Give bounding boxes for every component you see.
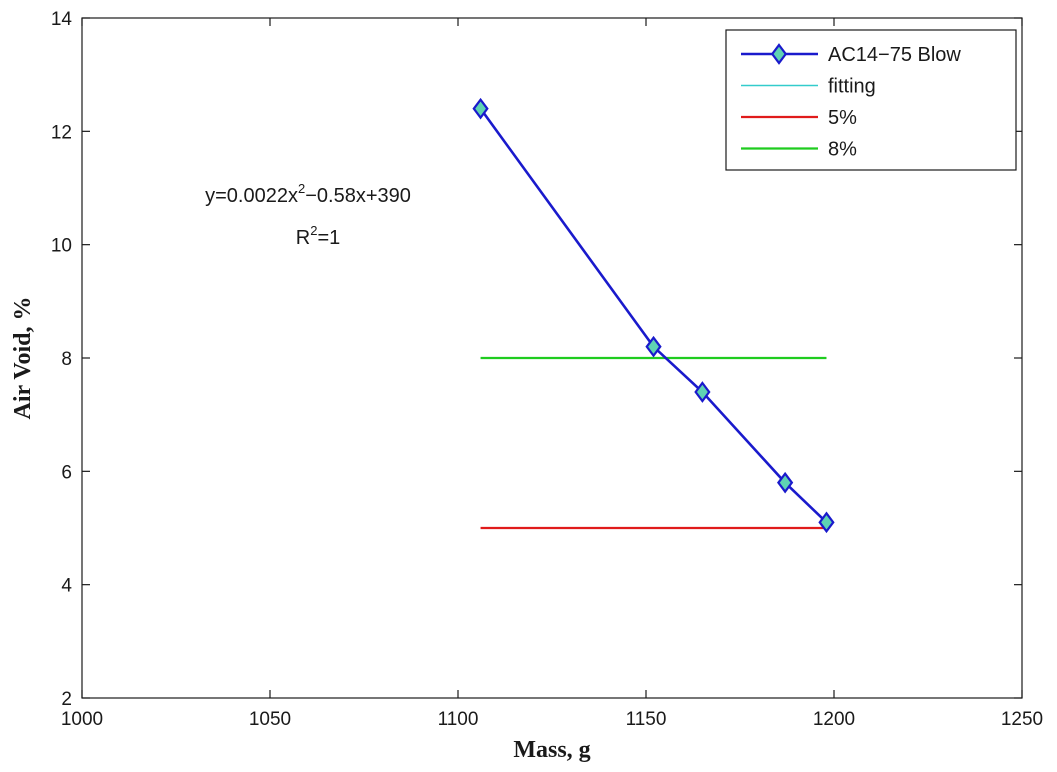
y-tick-label: 6 bbox=[61, 462, 72, 483]
series-ac14-75-blow bbox=[472, 97, 835, 534]
legend-entries: AC14−75 Blow fitting 5% 8% bbox=[741, 43, 961, 161]
data-point bbox=[776, 471, 794, 494]
legend-entry-fitting: fitting bbox=[741, 76, 876, 98]
series-layer bbox=[472, 97, 835, 534]
data-point bbox=[472, 97, 489, 120]
x-tick-label: 1250 bbox=[1001, 709, 1043, 730]
legend-label: fitting bbox=[828, 76, 876, 98]
y-tick-label: 4 bbox=[61, 576, 72, 597]
y-tick-label: 2 bbox=[61, 689, 72, 710]
x-tick-label: 1200 bbox=[813, 709, 855, 730]
x-tick-label: 1150 bbox=[626, 709, 667, 730]
legend-label: 8% bbox=[828, 139, 857, 161]
legend-entry-ac14-75-blow: AC14−75 Blow bbox=[741, 43, 961, 66]
data-point bbox=[818, 511, 835, 534]
legend-entry-5: 5% bbox=[741, 107, 857, 129]
data-point bbox=[694, 381, 711, 403]
legend: AC14−75 Blow fitting 5% 8% bbox=[725, 29, 1017, 171]
r-squared-label: R2=1 bbox=[296, 223, 341, 249]
data-point bbox=[645, 335, 662, 358]
y-tick-label: 14 bbox=[51, 9, 73, 30]
legend-entry-8: 8% bbox=[741, 139, 857, 161]
x-tick-label: 1000 bbox=[61, 709, 103, 730]
x-axis-title: Mass, g bbox=[513, 737, 590, 763]
tick-layer: 1000 1050 1100 1150 1200 1250 2 4 6 8 10 12 14 bbox=[51, 9, 1043, 730]
y-tick-label: 8 bbox=[61, 349, 72, 370]
y-axis-title: Air Void, % bbox=[10, 297, 36, 420]
x-tick-label: 1100 bbox=[438, 709, 479, 730]
legend-marker bbox=[770, 43, 788, 65]
legend-label: AC14−75 Blow bbox=[828, 44, 961, 66]
fit-equation: y=0.0022x2−0.58x+390 bbox=[205, 181, 411, 207]
x-tick-label: 1050 bbox=[249, 709, 291, 730]
y-tick-label: 12 bbox=[51, 122, 72, 143]
legend-label: 5% bbox=[828, 107, 857, 129]
y-tick-label: 10 bbox=[51, 236, 72, 257]
